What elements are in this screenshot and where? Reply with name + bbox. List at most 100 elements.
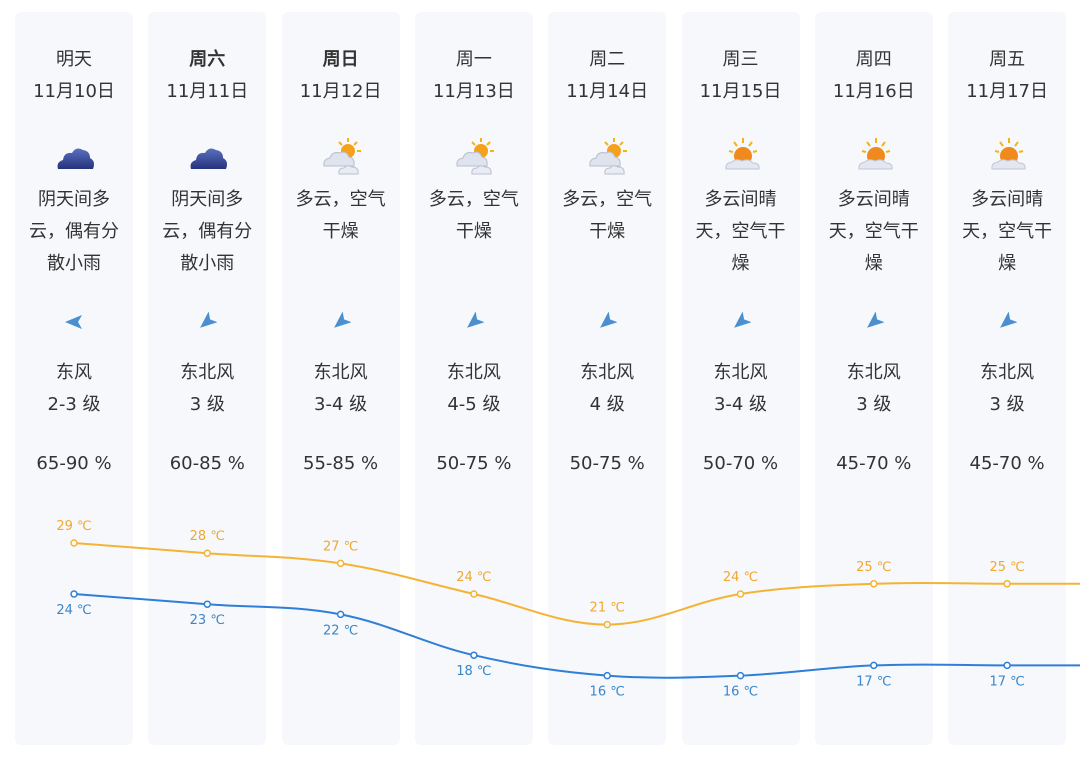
weather-description: 干燥 [322, 221, 359, 242]
humidity: 45-70 % [969, 453, 1045, 474]
date-label: 11月14日 [566, 81, 649, 102]
wind-direction-arrow-icon [331, 311, 352, 332]
day-label: 周日 [322, 49, 359, 70]
high-temperature-point [203, 549, 212, 557]
weather-description: 燥 [998, 253, 1017, 274]
overcast-cloud-icon [54, 136, 96, 178]
low-temperature-label: 16 ℃ [590, 685, 625, 700]
high-temperature-label: 25 ℃ [856, 560, 891, 575]
day-label: 周三 [722, 49, 759, 70]
wind-direction-arrow-icon [464, 311, 485, 332]
wind-direction: 东北风 [446, 362, 501, 383]
day-column: 周三 11月15日 多云间晴 天，空气干燥 东北风 3-4 级 50-70 % [681, 12, 800, 745]
low-temperature-point [203, 600, 212, 608]
day-label: 周一 [455, 49, 492, 70]
weather-description: 阴天间多 [171, 189, 244, 210]
date-label: 11月10日 [33, 81, 115, 102]
wind-direction-arrow-icon [64, 312, 84, 332]
high-temperature-point [470, 590, 478, 598]
wind-level: 3-4 级 [314, 394, 368, 415]
day-column: 明天 11月10日 阴天间多 云，偶有分 散小雨 东风 2-3 级 65-90 % [15, 12, 133, 745]
high-temperature-label: 24 ℃ [723, 570, 758, 585]
day-label: 周二 [589, 49, 626, 70]
high-temperature-point [70, 539, 78, 547]
low-temperature-label: 24 ℃ [56, 603, 91, 618]
humidity: 50-70 % [702, 453, 779, 474]
high-temperature-point [336, 559, 345, 568]
wind-direction: 东北风 [313, 362, 368, 383]
wind-direction-arrow-icon [597, 311, 618, 332]
weather-description: 多云间晴 [704, 189, 777, 210]
wind-level: 3 级 [856, 394, 892, 415]
wind-level: 4-5 级 [447, 394, 501, 415]
wind-direction: 东北风 [180, 362, 235, 383]
date-label: 11月12日 [299, 81, 382, 102]
weather-description: 燥 [731, 253, 750, 274]
date-label: 11月17日 [966, 81, 1048, 102]
wind-level: 3 级 [989, 394, 1025, 415]
weather-description: 多云，空气 [428, 189, 519, 210]
wind-level: 4 级 [589, 394, 625, 415]
low-temperature-point [470, 651, 478, 659]
weather-description: 多云间晴 [837, 189, 910, 210]
sunny-intervals-icon [721, 136, 763, 178]
date-label: 11月16日 [832, 81, 915, 102]
high-temperature-label: 27 ℃ [323, 539, 358, 554]
weather-description: 天，空气干 [962, 221, 1053, 242]
day-label: 周五 [989, 49, 1026, 70]
high-temperature-label: 24 ℃ [456, 570, 491, 585]
humidity: 55-85 % [303, 453, 379, 474]
date-label: 11月11日 [166, 81, 249, 102]
low-temperature-label: 16 ℃ [723, 685, 758, 700]
day-column: 周四 11月16日 多云间晴 天，空气干燥 东北风 3 级 45-70 % [814, 12, 933, 745]
day-column: 周六 11月11日 阴天间多 云，偶有分 散小雨 东北风 3 级 60-85 % [148, 12, 267, 745]
partly-cloudy-icon [321, 136, 363, 178]
weather-description: 干燥 [455, 221, 492, 242]
weather-description: 阴天间多 [38, 189, 110, 210]
high-temperature-label: 25 ℃ [989, 560, 1024, 575]
low-temperature-line [73, 593, 1080, 679]
low-temperature-point [603, 671, 611, 680]
humidity: 65-90 % [36, 453, 112, 474]
day-label: 周六 [189, 49, 226, 70]
day-label: 明天 [56, 49, 92, 70]
low-temperature-label: 17 ℃ [856, 674, 891, 689]
wind-direction-arrow-icon [864, 311, 885, 332]
weather-description: 散小雨 [47, 253, 101, 274]
high-temperature-label: 21 ℃ [590, 601, 625, 616]
humidity: 45-70 % [836, 453, 912, 474]
low-temperature-label: 17 ℃ [989, 674, 1024, 689]
wind-direction-arrow-icon [197, 311, 218, 332]
sunny-intervals-icon [854, 136, 896, 178]
partly-cloudy-icon [454, 136, 496, 178]
date-label: 11月13日 [432, 81, 515, 102]
wind-direction-arrow-icon [731, 311, 752, 332]
sunny-intervals-icon [987, 136, 1029, 178]
humidity: 50-75 % [436, 453, 512, 474]
day-label: 周四 [855, 49, 892, 70]
low-temperature-point [1003, 661, 1011, 670]
weather-description: 天，空气干 [828, 221, 919, 242]
high-temperature-point [736, 590, 745, 598]
wind-direction: 东北风 [580, 362, 635, 383]
weather-description: 多云间晴 [971, 189, 1044, 210]
high-temperature-point [603, 620, 611, 629]
wind-level: 3-4 级 [713, 394, 768, 415]
low-temperature-point [70, 590, 78, 598]
weather-description: 天，空气干 [695, 221, 786, 242]
day-column: 周一 11月13日 多云，空气干燥 东北风 4-5 级 50-75 % [414, 12, 533, 745]
weather-description: 云，偶有分 [29, 221, 119, 242]
wind-direction: 东风 [56, 362, 92, 383]
humidity: 50-75 % [569, 453, 645, 474]
high-temperature-point [1003, 580, 1011, 588]
weather-description: 多云，空气 [295, 189, 386, 210]
low-temperature-point [736, 671, 745, 680]
wind-level: 3 级 [189, 394, 225, 415]
humidity: 60-85 % [169, 453, 245, 474]
high-temperature-label: 28 ℃ [190, 529, 225, 544]
weather-description: 多云，空气 [562, 189, 653, 210]
high-temperature-label: 29 ℃ [56, 519, 91, 534]
partly-cloudy-icon [587, 136, 629, 178]
low-temperature-label: 18 ℃ [456, 664, 491, 679]
